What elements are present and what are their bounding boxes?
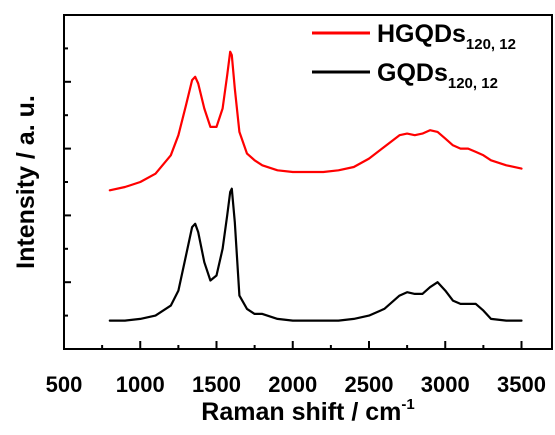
x-tick-label: 500: [46, 372, 83, 397]
series-lines: [110, 52, 522, 321]
x-tick-label: 1000: [116, 372, 165, 397]
x-tick-label: 2000: [268, 372, 317, 397]
series-line-gqds: [110, 189, 522, 321]
x-tick-label: 3000: [421, 372, 470, 397]
x-axis-title: Raman shift / cm-1: [201, 396, 414, 426]
y-axis-title: Intensity / a. u.: [12, 95, 40, 269]
legend: HGQDs120, 12 GQDs120, 12: [312, 20, 516, 92]
x-tick-label: 2500: [345, 372, 394, 397]
y-axis-ticks: [64, 15, 71, 349]
x-tick-label: 3500: [497, 372, 546, 397]
legend-label-gqds: GQDs120, 12: [377, 59, 498, 92]
legend-label-hgqds: HGQDs120, 12: [377, 20, 516, 53]
x-tick-label: 1500: [192, 372, 241, 397]
